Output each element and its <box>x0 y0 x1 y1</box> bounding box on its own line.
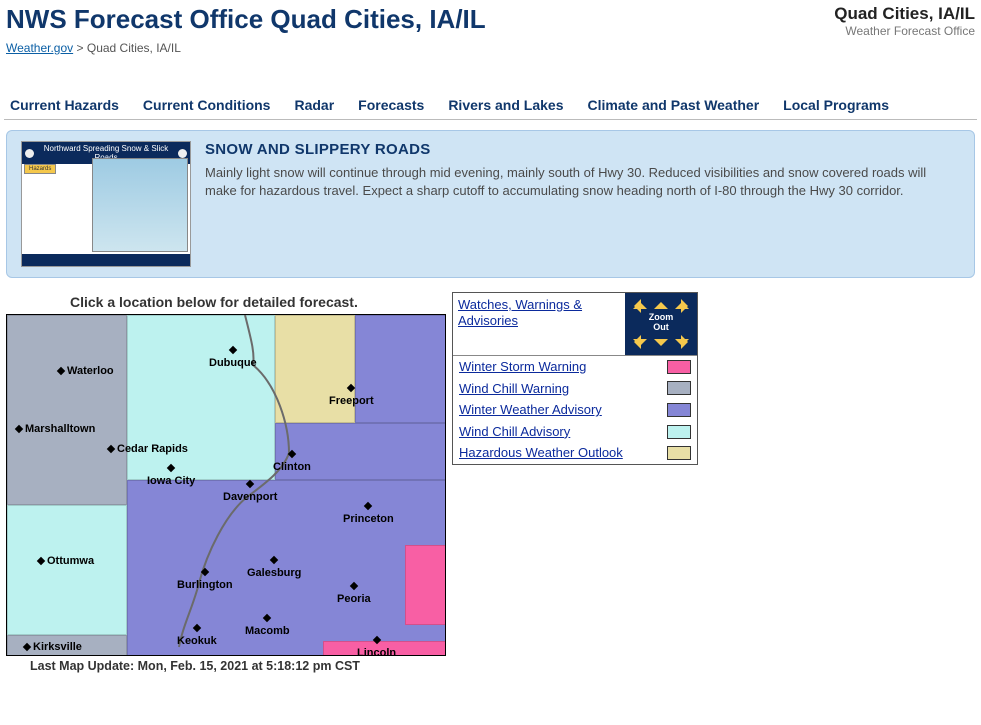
city-label[interactable]: Iowa City <box>147 475 195 487</box>
city-label[interactable]: Clinton <box>273 461 311 473</box>
nav-link-0[interactable]: Current Hazards <box>10 97 119 113</box>
city-label[interactable]: Kirksville <box>33 641 82 653</box>
city-label[interactable]: Lincoln <box>357 647 396 656</box>
legend-swatch <box>667 381 691 395</box>
breadcrumb-root-link[interactable]: Weather.gov <box>6 41 73 55</box>
legend-header-link[interactable]: Watches, Warnings & Advisories <box>453 293 625 355</box>
alert-body: Mainly light snow will continue through … <box>205 164 960 199</box>
header-office: Weather Forecast Office <box>834 24 975 38</box>
city-label[interactable]: Cedar Rapids <box>117 443 188 455</box>
legend-row: Winter Weather Advisory <box>453 399 697 421</box>
city-label[interactable]: Davenport <box>223 491 277 503</box>
legend-link-0[interactable]: Winter Storm Warning <box>459 359 659 375</box>
map-update-time: Last Map Update: Mon, Feb. 15, 2021 at 5… <box>6 656 446 673</box>
weather-story-thumb[interactable]: Northward Spreading Snow & Slick Roads H… <box>21 141 191 267</box>
forecast-map[interactable]: Waterloo Dubuque Freeport Marshalltown Cedar… <box>6 314 446 656</box>
legend-row: Wind Chill Advisory <box>453 421 697 443</box>
city-label[interactable]: Galesburg <box>247 567 301 579</box>
legend-swatch <box>667 360 691 374</box>
legend-link-3[interactable]: Wind Chill Advisory <box>459 424 659 440</box>
primary-nav: Current Hazards Current Conditions Radar Fo… <box>4 89 977 120</box>
nav-link-4[interactable]: Rivers and Lakes <box>448 97 563 113</box>
map-instruction: Click a location below for detailed fore… <box>6 292 446 314</box>
city-label[interactable]: Keokuk <box>177 635 217 647</box>
legend-swatch <box>667 425 691 439</box>
legend-row: Winter Storm Warning <box>453 356 697 378</box>
legend-row: Wind Chill Warning <box>453 378 697 400</box>
breadcrumb: Weather.gov > Quad Cities, IA/IL <box>0 40 981 65</box>
page-title: NWS Forecast Office Quad Cities, IA/IL <box>6 4 486 35</box>
city-label[interactable]: Dubuque <box>209 357 257 369</box>
legend-row: Hazardous Weather Outlook <box>453 442 697 464</box>
city-label[interactable]: Ottumwa <box>47 555 94 567</box>
legend-swatch <box>667 403 691 417</box>
weather-story-alert: Northward Spreading Snow & Slick Roads H… <box>6 130 975 278</box>
nav-link-1[interactable]: Current Conditions <box>143 97 271 113</box>
city-label[interactable]: Marshalltown <box>25 423 95 435</box>
legend-link-1[interactable]: Wind Chill Warning <box>459 381 659 397</box>
zoom-out-button[interactable]: Zoom Out <box>625 293 697 355</box>
city-label[interactable]: Freeport <box>329 395 374 407</box>
city-label[interactable]: Burlington <box>177 579 233 591</box>
legend-link-4[interactable]: Hazardous Weather Outlook <box>459 445 659 461</box>
thumb-hazards-btn: Hazards <box>24 164 56 174</box>
legend-box: Watches, Warnings & Advisories Zoom Out … <box>452 292 698 465</box>
nav-link-3[interactable]: Forecasts <box>358 97 424 113</box>
breadcrumb-sep: > <box>77 41 84 55</box>
breadcrumb-current: Quad Cities, IA/IL <box>87 41 181 55</box>
nav-link-6[interactable]: Local Programs <box>783 97 889 113</box>
nav-link-2[interactable]: Radar <box>294 97 334 113</box>
nav-link-5[interactable]: Climate and Past Weather <box>587 97 759 113</box>
city-label[interactable]: Princeton <box>343 513 394 525</box>
alert-heading: SNOW AND SLIPPERY ROADS <box>205 141 960 158</box>
header-location: Quad Cities, IA/IL <box>834 4 975 24</box>
zoom-label: Zoom Out <box>646 313 676 333</box>
legend-swatch <box>667 446 691 460</box>
city-label[interactable]: Macomb <box>245 625 290 637</box>
city-label[interactable]: Peoria <box>337 593 371 605</box>
legend-link-2[interactable]: Winter Weather Advisory <box>459 402 659 418</box>
city-label[interactable]: Waterloo <box>67 365 114 377</box>
